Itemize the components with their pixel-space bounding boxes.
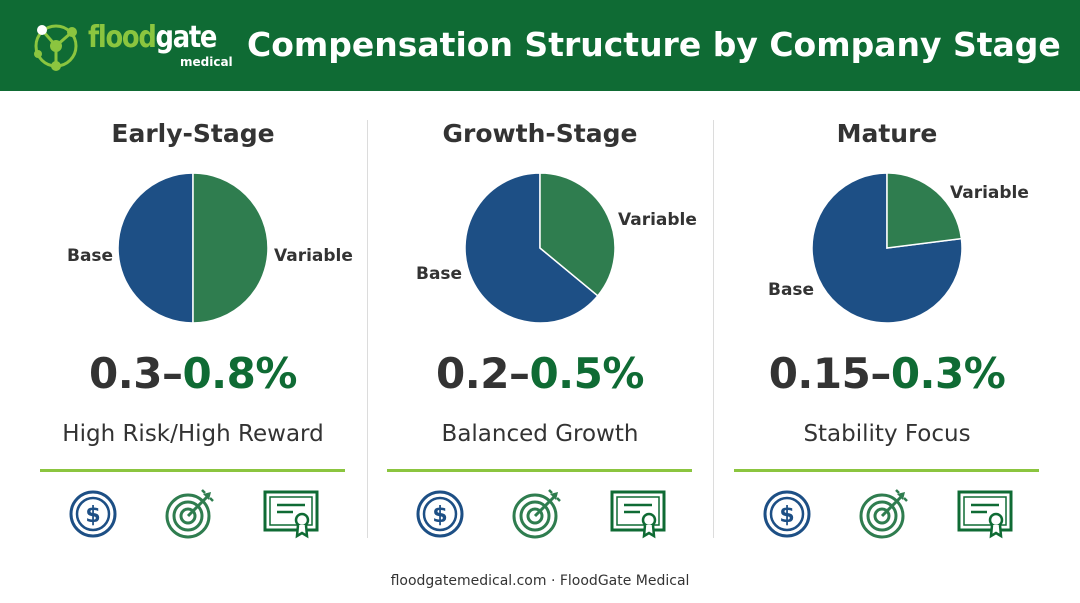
range-low: 0.3 [89,349,162,398]
range-high: 0.5% [529,349,644,398]
range-low: 0.2 [436,349,509,398]
stage-tagline: Balanced Growth [441,421,639,447]
pie-chart [464,172,616,324]
stage-column-early: Early-Stage Base Variable 0.3–0.8% High … [33,112,353,542]
pie-label-base: Base [416,264,463,284]
pie-chart [811,172,963,324]
logo-word-gate: gate [155,20,218,55]
pie-label-variable: Variable [950,183,1029,203]
page-title: Compensation Structure by Company Stage [247,25,1061,64]
pie-slice-variable [192,172,269,324]
molecule-icon [34,24,78,71]
pie-slice-variable [539,172,616,297]
equity-range: 0.2–0.5% [380,348,700,400]
pie-slice-variable [886,172,963,249]
dollar-coin-icon: $ [763,490,811,538]
pie-chart [117,172,269,324]
logo-word-flood: flood [88,20,157,55]
pie-label-base: Base [67,246,114,266]
dollar-coin-icon: $ [416,490,464,538]
equity-range: 0.15–0.3% [727,348,1047,400]
certificate-icon [263,490,319,539]
target-arrow-icon [165,489,214,539]
header-bar: floodgate medical Compensation Structure… [0,0,1080,91]
accent-rule [40,469,345,472]
stage-title: Mature [836,119,938,148]
range-low: 0.15 [768,349,871,398]
column-divider [367,120,368,538]
range-dash: – [508,349,530,398]
dollar-coin-icon: $ [69,490,117,538]
pie-slice-base [464,172,599,324]
footer-credit: floodgatemedical.com · FloodGate Medical [390,573,690,589]
range-high: 0.3% [890,349,1006,398]
logo-wordmark: floodgate [88,20,218,56]
pie-slice-base [811,172,963,324]
stage-title: Early-Stage [111,119,275,148]
floodgate-logo: floodgate medical [30,16,233,76]
svg-text:$: $ [85,503,100,528]
stage-title: Growth-Stage [442,119,638,148]
certificate-icon [957,490,1013,539]
range-dash: – [870,349,891,398]
range-dash: – [161,349,183,398]
pie-label-variable: Variable [274,246,353,266]
pie-label-variable: Variable [618,210,697,230]
svg-text:$: $ [432,503,447,528]
target-arrow-icon [512,489,561,539]
accent-rule [387,469,692,472]
target-arrow-icon [859,489,908,539]
stage-column-mature: Mature Base Variable 0.15–0.3% Stability… [727,112,1047,542]
svg-text:$: $ [779,503,794,528]
column-divider [713,120,714,538]
accent-rule [734,469,1039,472]
stage-tagline: Stability Focus [803,421,971,447]
pie-label-base: Base [768,280,815,300]
stage-tagline: High Risk/High Reward [62,421,324,447]
certificate-icon [610,490,666,539]
stage-column-growth: Growth-Stage Base Variable 0.2–0.5% Bala… [380,112,700,542]
equity-range: 0.3–0.8% [33,348,353,400]
pie-slice-base [117,172,194,324]
logo-subtitle: medical [180,55,233,69]
range-high: 0.8% [182,349,297,398]
